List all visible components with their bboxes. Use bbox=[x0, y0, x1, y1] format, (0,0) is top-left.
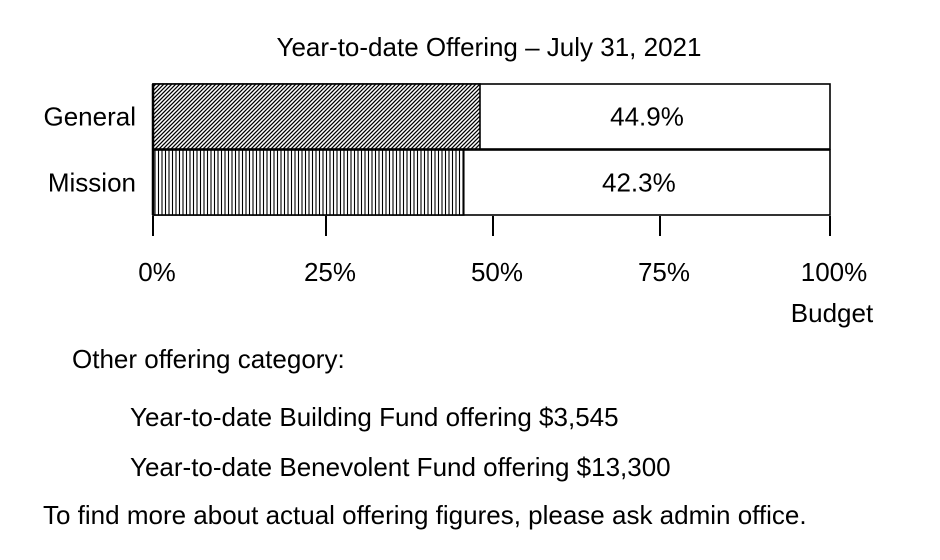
x-tick-label-25: 25% bbox=[304, 257, 356, 287]
x-tick-label-0: 0% bbox=[138, 257, 176, 287]
x-tick-label-50: 50% bbox=[471, 257, 523, 287]
benevolent-fund-line: Year-to-date Benevolent Fund offering $1… bbox=[130, 452, 671, 482]
category-label-general: General bbox=[44, 102, 137, 132]
chart-title: Year-to-date Offering – July 31, 2021 bbox=[277, 32, 702, 62]
category-label-mission: Mission bbox=[48, 168, 136, 198]
offering-chart: Year-to-date Offering – July 31, 2021 Ge… bbox=[44, 32, 874, 328]
x-axis-label: Budget bbox=[791, 298, 874, 328]
bar-mission bbox=[152, 149, 465, 216]
value-label-general: 44.9% bbox=[610, 102, 684, 132]
value-label-mission: 42.3% bbox=[602, 168, 676, 198]
building-fund-line: Year-to-date Building Fund offering $3,5… bbox=[130, 402, 619, 432]
other-offering-heading: Other offering category: bbox=[72, 344, 345, 374]
x-tick-label-75: 75% bbox=[638, 257, 690, 287]
footer-note: To find more about actual offering figur… bbox=[43, 500, 807, 530]
bar-general bbox=[152, 83, 481, 150]
x-tick-label-100: 100% bbox=[801, 257, 868, 287]
